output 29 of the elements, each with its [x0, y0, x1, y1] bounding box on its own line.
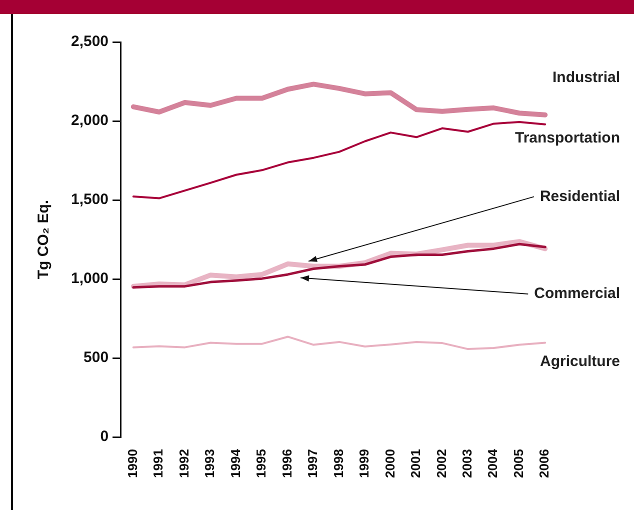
y-tick-label: 500: [84, 349, 109, 366]
x-tick-label: 1991: [150, 449, 166, 478]
y-tick-label: 2,000: [70, 112, 109, 130]
x-tick-label: 1999: [356, 449, 372, 478]
text: Residential: [540, 188, 620, 205]
y-tick-label: 0: [100, 428, 109, 446]
x-tick-label: 2001: [408, 449, 424, 478]
y-axis-title: Tg CO₂ Eq.: [35, 200, 52, 280]
x-tick-label: 1996: [279, 449, 294, 478]
series-label: Industrial: [552, 68, 620, 86]
x-tick-label: 1997: [305, 449, 320, 478]
x-tick-label: 1994: [228, 448, 243, 478]
y-tick-label: 1,500: [70, 191, 109, 208]
y-tick-label: 1,000: [70, 270, 109, 288]
x-tick-label: 2006: [536, 449, 552, 478]
x-tick-label: 2004: [485, 448, 500, 478]
series-label: Agriculture: [540, 352, 620, 370]
x-tick-label: 1990: [124, 449, 140, 478]
text: Commercial: [534, 285, 620, 302]
x-tick-label: 1998: [330, 449, 346, 478]
y-tick-label: 2,500: [70, 33, 109, 50]
x-tick-label: 1995: [254, 449, 269, 478]
x-tick-label: 2003: [460, 449, 475, 478]
x-tick-label: 1993: [202, 449, 218, 478]
series-label: Transportation: [514, 129, 620, 146]
x-tick-label: 2005: [510, 449, 526, 478]
x-tick-label: 2000: [382, 449, 398, 478]
x-tick-label: 2002: [434, 449, 449, 478]
x-tick-label: 1992: [176, 449, 192, 478]
